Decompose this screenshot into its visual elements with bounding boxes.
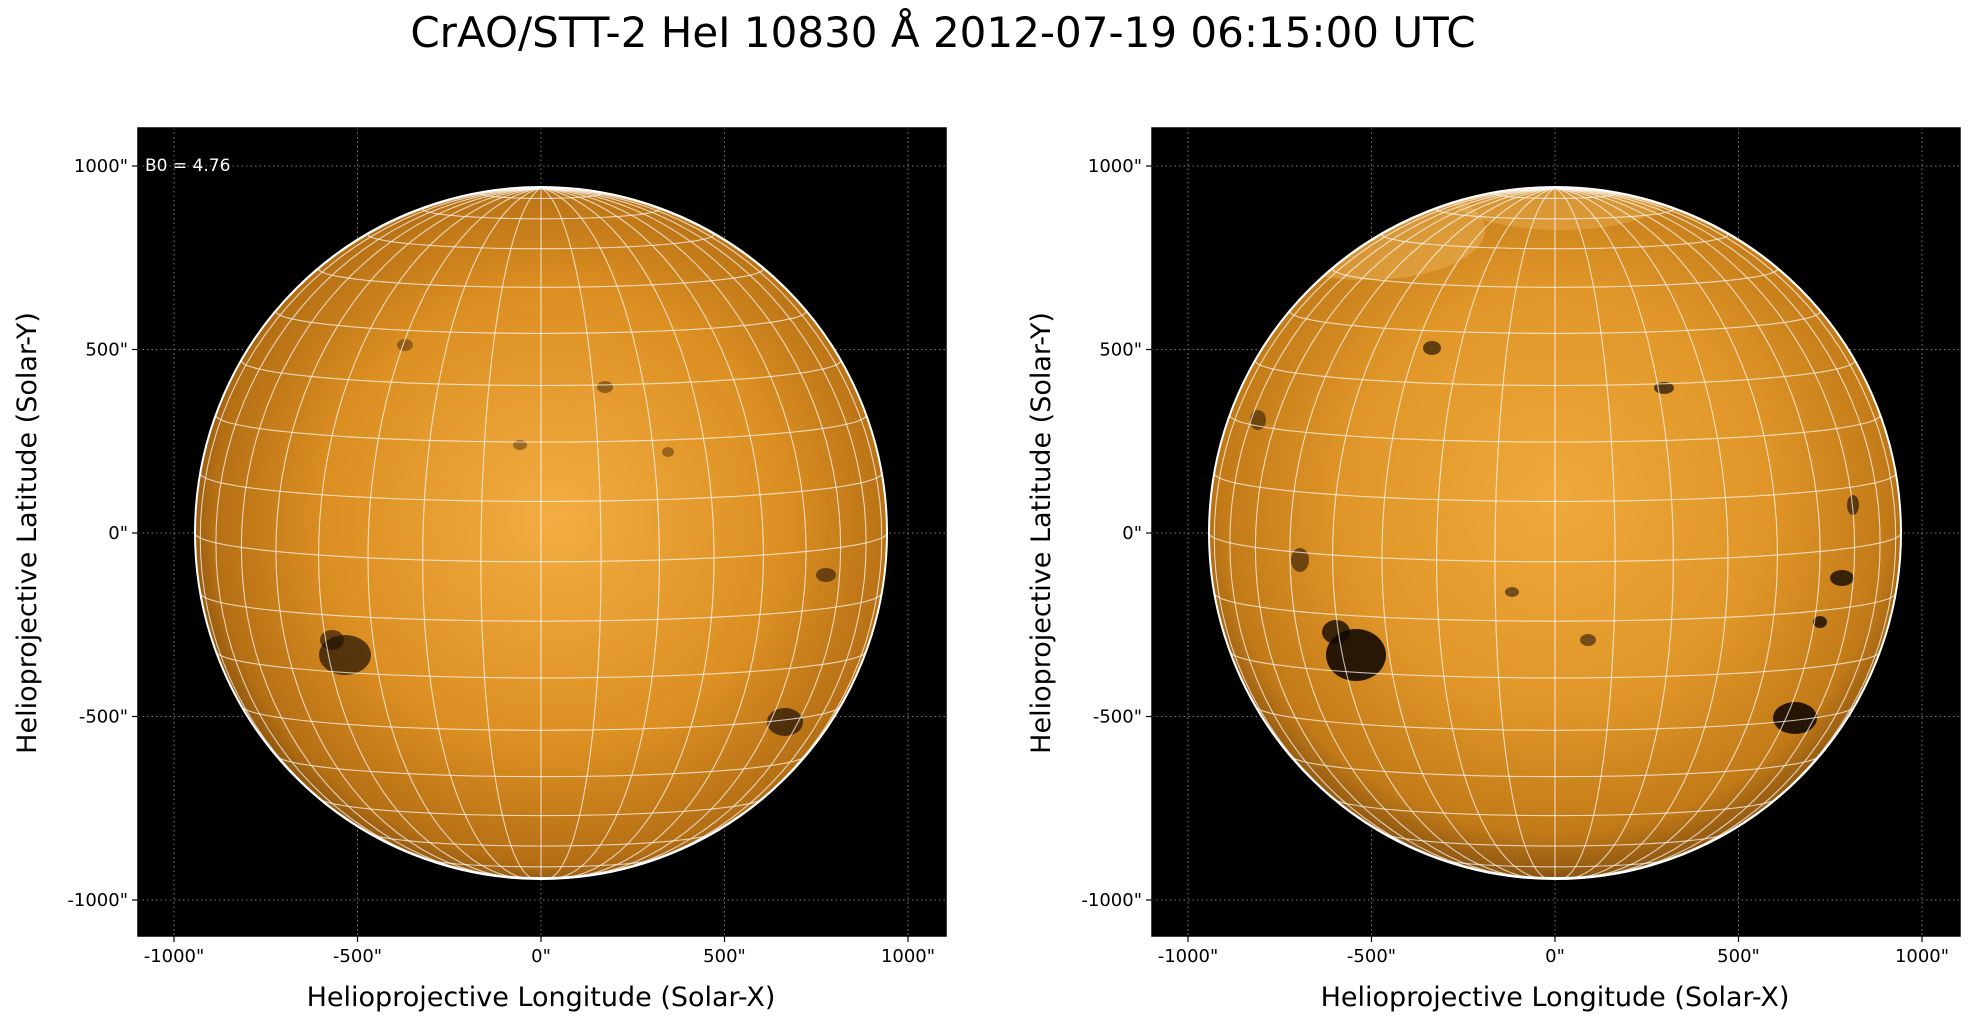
longitude-line [540, 187, 842, 879]
x-tick-label: -1000" [1158, 946, 1219, 967]
right-y-axis-label: Helioprojective Latitude (Solar-Y) [1026, 312, 1057, 754]
longitude-line [1554, 187, 1881, 879]
longitude-line [275, 187, 542, 879]
x-tick-label: -500" [1347, 946, 1396, 967]
longitude-line [1554, 187, 1729, 879]
y-tick-label: -1000" [67, 890, 128, 911]
longitude-line [1494, 187, 1556, 879]
right-x-axis-label: Helioprojective Longitude (Solar-X) [1321, 982, 1790, 1013]
left-y-axis-label: Helioprojective Latitude (Solar-Y) [12, 312, 43, 754]
x-tick-label: 1000" [1895, 946, 1949, 967]
longitude-line [540, 187, 715, 879]
longitude-line [215, 187, 542, 879]
longitude-line [1554, 187, 1778, 879]
x-tick-label: 500" [703, 946, 746, 967]
y-tick-label: -500" [1093, 707, 1142, 728]
right-ticks: -1000" 1000" -500" 500" 0" 0" 500" -500" 1000" -1… [1081, 156, 1949, 967]
x-tick-label: -500" [333, 946, 382, 967]
x-tick-label: 1000" [881, 946, 935, 967]
longitude-line [240, 187, 542, 879]
x-tick-label: 500" [1717, 946, 1760, 967]
x-tick-label: 0" [1545, 946, 1565, 967]
left-annotation: B0 = 4.76 [145, 156, 230, 176]
longitude-line [1381, 187, 1556, 879]
longitude-line [1289, 187, 1556, 879]
y-tick-label: 0" [108, 523, 128, 544]
longitude-line [1254, 187, 1556, 879]
longitude-line [422, 187, 542, 879]
left-axes-frame [137, 127, 947, 937]
y-tick-label: -1000" [1081, 890, 1142, 911]
y-tick-label: 0" [1122, 523, 1142, 544]
x-tick-label: 0" [531, 946, 551, 967]
longitude-line [1229, 187, 1556, 879]
figure-title: CrAO/STT-2 HeI 10830 Å 2012-07-19 06:15:… [410, 8, 1476, 57]
longitude-line [1554, 187, 1674, 879]
longitude-line [1554, 187, 1616, 879]
longitude-line [1436, 187, 1556, 879]
longitude-line [540, 187, 764, 879]
longitude-line [540, 187, 602, 879]
left-ticks: -1000" 1000" -500" 500" 0" 0" 500" -500" 1000" -1… [67, 156, 935, 967]
longitude-line [540, 187, 867, 879]
right-axes-frame [1151, 127, 1961, 937]
longitude-line [1332, 187, 1556, 879]
y-tick-label: 1000" [1088, 156, 1142, 177]
longitude-line [1554, 187, 1856, 879]
right-limb [1208, 186, 1902, 880]
left-x-axis-label: Helioprojective Longitude (Solar-X) [307, 982, 776, 1013]
y-tick-label: 1000" [74, 156, 128, 177]
left-limb [194, 186, 888, 880]
y-tick-label: 500" [85, 340, 128, 361]
longitude-line [1554, 187, 1821, 879]
longitude-line [480, 187, 542, 879]
longitude-line [367, 187, 542, 879]
longitude-line [540, 187, 807, 879]
y-tick-label: 500" [1099, 340, 1142, 361]
y-tick-label: -500" [79, 707, 128, 728]
x-tick-label: -1000" [144, 946, 205, 967]
longitude-line [540, 187, 660, 879]
longitude-line [318, 187, 542, 879]
